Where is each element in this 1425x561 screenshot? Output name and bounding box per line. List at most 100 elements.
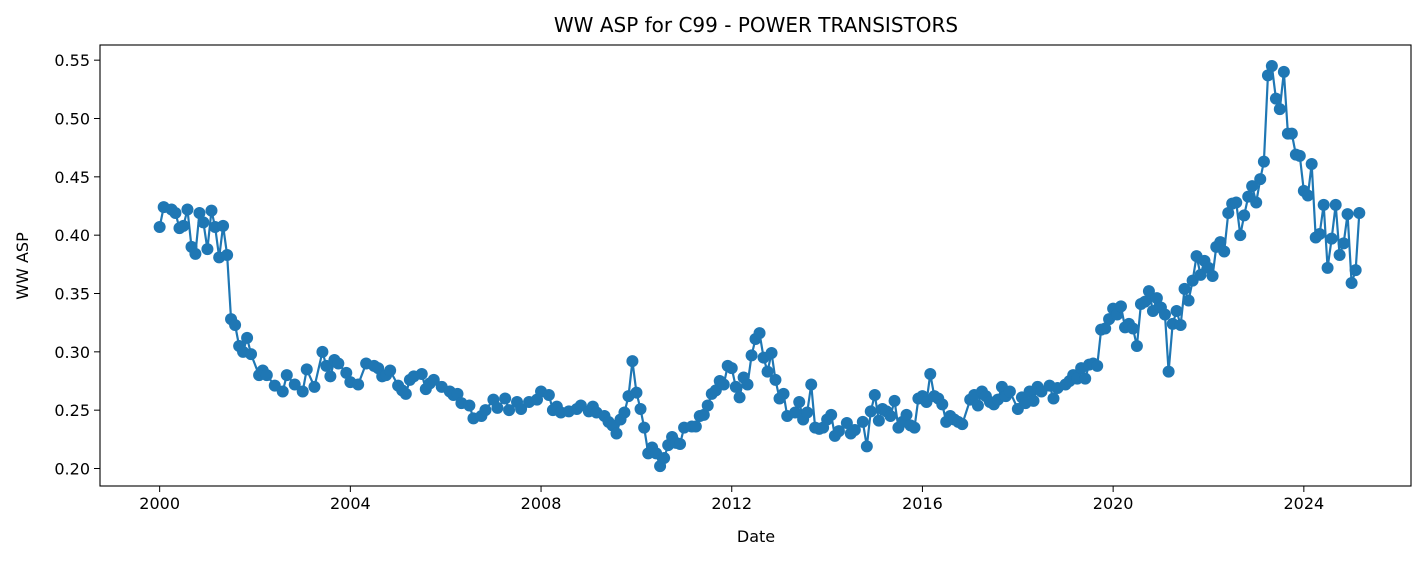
y-tick-label: 0.55 xyxy=(54,51,90,70)
x-tick-label: 2024 xyxy=(1283,494,1324,513)
data-point xyxy=(280,369,293,382)
data-point xyxy=(626,355,639,368)
x-axis: 2000 2004 2008 2012 2016 2020 2024 xyxy=(139,486,1324,513)
data-point xyxy=(1257,155,1270,168)
y-tick-label: 0.35 xyxy=(54,285,90,304)
data-point xyxy=(1158,308,1171,321)
y-tick-label: 0.30 xyxy=(54,343,90,362)
data-point xyxy=(1162,365,1175,378)
data-point xyxy=(1091,359,1104,372)
data-point xyxy=(1301,189,1314,202)
data-point xyxy=(924,368,937,380)
data-point xyxy=(884,410,897,422)
data-point xyxy=(1345,277,1358,289)
chart-title: WW ASP for C99 - POWER TRANSISTORS xyxy=(554,13,958,37)
data-point xyxy=(1277,65,1290,78)
data-point xyxy=(193,207,206,219)
data-point xyxy=(399,387,412,400)
y-tick-label: 0.45 xyxy=(54,168,90,187)
data-point xyxy=(868,389,881,401)
data-point xyxy=(189,247,202,260)
data-point xyxy=(840,417,853,429)
data-point xyxy=(832,425,845,438)
data-point xyxy=(503,404,516,417)
data-point xyxy=(1114,300,1127,313)
y-axis: 0.20 0.25 0.30 0.35 0.40 0.45 0.50 0.55 xyxy=(54,51,100,479)
data-point xyxy=(201,243,214,256)
data-point xyxy=(296,385,309,398)
data-point xyxy=(753,327,766,340)
x-tick-label: 2000 xyxy=(139,494,180,513)
data-point xyxy=(769,373,782,386)
data-point xyxy=(221,249,234,261)
data-point xyxy=(169,207,182,219)
data-point xyxy=(908,421,921,434)
data-point xyxy=(825,408,838,421)
data-point xyxy=(725,362,738,375)
data-point xyxy=(229,319,242,331)
data-point xyxy=(765,347,778,359)
data-point xyxy=(499,392,512,405)
data-point xyxy=(181,203,194,216)
data-point xyxy=(1218,245,1231,258)
data-point xyxy=(1317,198,1330,211)
data-point xyxy=(864,405,877,418)
data-point xyxy=(618,406,631,419)
data-point xyxy=(638,421,651,434)
data-point xyxy=(1313,228,1326,240)
data-point xyxy=(479,404,492,417)
data-point xyxy=(729,380,742,393)
data-point xyxy=(1079,372,1092,385)
data-point xyxy=(793,396,806,408)
x-tick-label: 2016 xyxy=(902,494,943,513)
data-point xyxy=(1265,60,1278,72)
x-tick-label: 2012 xyxy=(711,494,752,513)
data-point xyxy=(1337,237,1350,250)
data-point xyxy=(745,349,758,362)
data-point xyxy=(1353,207,1366,219)
x-tick-label: 2004 xyxy=(330,494,371,513)
data-point xyxy=(658,452,671,464)
data-point xyxy=(888,394,901,407)
data-point xyxy=(1261,69,1274,82)
y-tick-label: 0.50 xyxy=(54,110,90,129)
data-point xyxy=(1305,158,1318,170)
x-tick-label: 2020 xyxy=(1093,494,1134,513)
data-point xyxy=(308,380,321,393)
data-point xyxy=(491,401,504,414)
data-point xyxy=(1099,322,1112,335)
data-point xyxy=(205,204,218,217)
data-point xyxy=(332,357,345,370)
data-point xyxy=(1329,198,1342,211)
series-layer xyxy=(153,60,1366,473)
data-point xyxy=(1170,305,1183,317)
data-point xyxy=(1333,249,1346,261)
data-point xyxy=(717,378,730,391)
data-point xyxy=(1246,180,1259,193)
data-point xyxy=(860,440,873,453)
data-point xyxy=(352,378,365,391)
data-point xyxy=(324,370,337,383)
y-axis-label: WW ASP xyxy=(13,232,32,300)
data-point xyxy=(674,438,687,450)
data-point xyxy=(1321,261,1334,274)
data-point xyxy=(153,221,166,233)
data-point xyxy=(856,415,869,428)
data-point xyxy=(777,387,790,400)
data-point xyxy=(177,219,190,232)
x-tick-label: 2008 xyxy=(521,494,562,513)
data-point xyxy=(634,403,647,415)
data-point xyxy=(630,386,643,399)
data-point xyxy=(1293,149,1306,162)
data-point xyxy=(1206,270,1219,282)
data-point xyxy=(971,399,984,412)
data-point xyxy=(1178,282,1191,295)
plot-area-frame xyxy=(99,44,1412,487)
data-point xyxy=(1126,322,1139,335)
data-point xyxy=(217,219,230,232)
data-point xyxy=(1230,196,1243,209)
data-point xyxy=(316,345,329,358)
data-point xyxy=(340,366,353,379)
